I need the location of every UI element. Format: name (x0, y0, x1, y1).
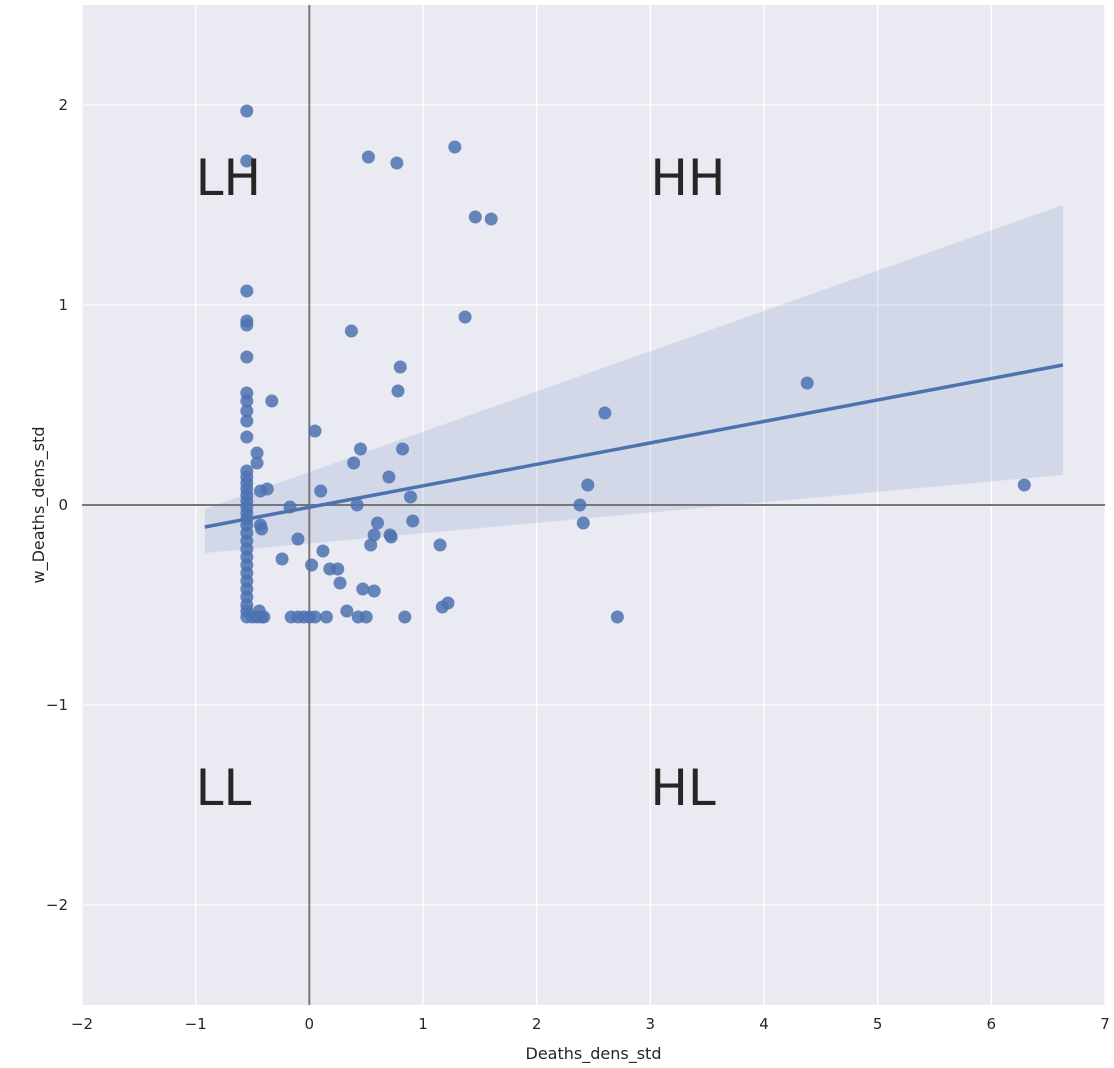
x-tick-label: 4 (759, 1015, 769, 1033)
regression-line (204, 363, 1064, 529)
data-point (398, 610, 412, 624)
data-point (308, 610, 322, 624)
data-point (316, 544, 330, 558)
data-point (390, 156, 404, 170)
y-tick-label: 0 (58, 496, 68, 514)
data-point (610, 610, 624, 624)
data-point (308, 424, 322, 438)
confidence-band (204, 205, 1063, 553)
data-point (573, 498, 587, 512)
data-point (240, 394, 254, 408)
data-point (240, 430, 254, 444)
x-tick-label: 0 (305, 1015, 315, 1033)
x-tick-label: 1 (418, 1015, 428, 1033)
y-tick-label: 1 (58, 296, 68, 314)
y-axis-title: w_Deaths_dens_std (29, 426, 49, 583)
data-point (598, 406, 612, 420)
data-point (353, 442, 367, 456)
data-point (265, 394, 279, 408)
data-point (344, 324, 358, 338)
data-point (581, 478, 595, 492)
data-point (391, 384, 405, 398)
data-point (347, 456, 361, 470)
data-point (1017, 478, 1031, 492)
x-axis-title: Deaths_dens_std (526, 1044, 662, 1064)
data-point (359, 610, 373, 624)
data-point (240, 154, 254, 168)
data-point (448, 140, 462, 154)
data-point (240, 104, 254, 118)
data-point (260, 482, 274, 496)
data-point (403, 490, 417, 504)
data-point (484, 212, 498, 226)
data-point (250, 456, 264, 470)
data-point (291, 532, 305, 546)
data-point (367, 584, 381, 598)
data-point (305, 558, 319, 572)
data-point (257, 610, 271, 624)
data-point (406, 514, 420, 528)
data-point (393, 360, 407, 374)
data-point (396, 442, 410, 456)
data-point (800, 376, 814, 390)
data-point (458, 310, 472, 324)
data-point (441, 596, 455, 610)
x-tick-label: 2 (532, 1015, 542, 1033)
data-point (350, 498, 364, 512)
quadrant-label-hh: HH (650, 149, 725, 207)
quadrant-labels: LH HH LL HL (196, 149, 726, 817)
data-point (333, 576, 347, 590)
data-point (255, 522, 269, 536)
x-tick-label: −1 (185, 1015, 207, 1033)
data-point (240, 404, 254, 418)
data-point (356, 582, 370, 596)
y-tick-label: 2 (58, 96, 68, 114)
data-point (361, 150, 375, 164)
y-tick-labels: −2 −1 0 1 2 (46, 96, 68, 914)
data-point (314, 484, 328, 498)
x-tick-label: 5 (873, 1015, 883, 1033)
x-tick-label: 3 (646, 1015, 656, 1033)
data-point (240, 284, 254, 298)
data-point (240, 350, 254, 364)
y-tick-label: −1 (46, 696, 68, 714)
data-point (240, 414, 254, 428)
data-point (384, 530, 398, 544)
x-tick-label: −2 (71, 1015, 93, 1033)
data-point (340, 604, 354, 618)
data-point (576, 516, 590, 530)
data-point (433, 538, 447, 552)
data-point (364, 538, 378, 552)
quadrant-label-lh: LH (196, 149, 261, 207)
quadrant-label-hl: HL (650, 759, 716, 817)
data-point (250, 446, 264, 460)
data-point (275, 552, 289, 566)
data-point (319, 610, 333, 624)
data-point (367, 528, 381, 542)
x-tick-label: 7 (1100, 1015, 1110, 1033)
quadrant-label-ll: LL (196, 759, 252, 817)
data-point (331, 562, 345, 576)
x-tick-labels: −2 −1 0 1 2 3 4 5 6 7 (71, 1015, 1110, 1033)
x-tick-label: 6 (987, 1015, 997, 1033)
data-point (468, 210, 482, 224)
data-point (240, 318, 254, 332)
y-tick-label: −2 (46, 896, 68, 914)
data-points (240, 104, 1031, 624)
data-point (371, 516, 385, 530)
data-point (382, 470, 396, 484)
